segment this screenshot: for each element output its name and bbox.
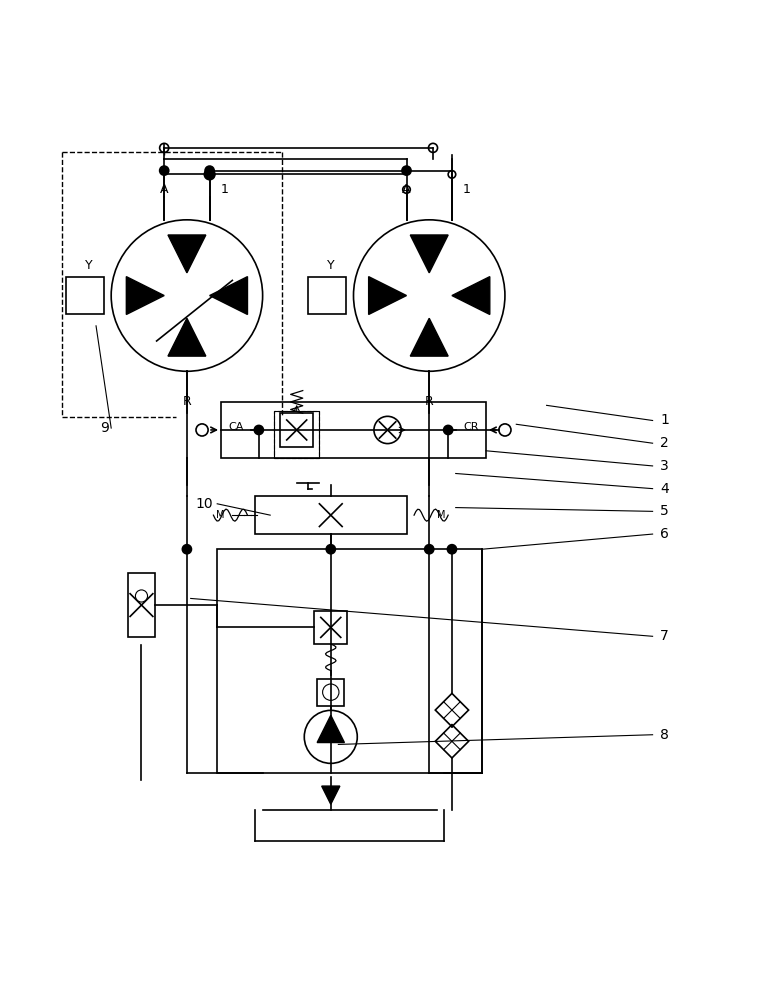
Circle shape: [160, 143, 169, 152]
Text: 5: 5: [660, 504, 669, 518]
Circle shape: [160, 166, 169, 175]
Bar: [66, 277, 103, 314]
Bar: [274, 411, 319, 458]
Bar: [317, 679, 344, 706]
Circle shape: [205, 166, 214, 175]
Circle shape: [182, 545, 192, 554]
Text: A: A: [160, 183, 169, 196]
Bar: [221, 402, 486, 458]
Text: Y: Y: [84, 259, 92, 272]
Circle shape: [402, 166, 411, 175]
Text: 8: 8: [660, 728, 669, 742]
Polygon shape: [369, 277, 407, 314]
Text: R: R: [425, 395, 434, 408]
Text: 3: 3: [660, 459, 669, 473]
Text: 7: 7: [660, 629, 669, 643]
Text: 10: 10: [196, 497, 214, 511]
Bar: [128, 573, 155, 637]
Text: A: A: [402, 183, 410, 196]
Bar: [255, 496, 407, 534]
Circle shape: [448, 171, 456, 178]
Polygon shape: [317, 715, 344, 743]
Circle shape: [255, 425, 264, 435]
Polygon shape: [452, 277, 489, 314]
Text: CA: CA: [229, 422, 244, 432]
Polygon shape: [321, 786, 340, 804]
Text: 2: 2: [660, 436, 669, 450]
Text: 9: 9: [100, 421, 109, 435]
Text: CR: CR: [463, 422, 479, 432]
Text: 6: 6: [660, 527, 669, 541]
Polygon shape: [210, 277, 248, 314]
Bar: [314, 611, 347, 644]
Text: Y: Y: [327, 259, 334, 272]
Bar: [274, 411, 319, 458]
Circle shape: [429, 143, 438, 152]
Polygon shape: [168, 235, 206, 273]
Circle shape: [204, 169, 215, 180]
Polygon shape: [410, 235, 448, 273]
Bar: [308, 277, 346, 314]
Circle shape: [448, 545, 457, 554]
Polygon shape: [410, 318, 448, 356]
Bar: [217, 549, 483, 773]
Circle shape: [425, 545, 434, 554]
Text: 4: 4: [660, 482, 669, 496]
Polygon shape: [168, 318, 206, 356]
Circle shape: [403, 186, 410, 193]
Text: R: R: [182, 395, 192, 408]
Polygon shape: [126, 277, 164, 314]
Text: 1: 1: [463, 183, 471, 196]
Text: 1: 1: [660, 413, 669, 427]
Bar: [280, 413, 313, 447]
Text: 1: 1: [221, 183, 229, 196]
Circle shape: [326, 545, 335, 554]
Text: M: M: [217, 510, 225, 520]
Text: M: M: [437, 510, 445, 520]
Circle shape: [444, 425, 453, 435]
